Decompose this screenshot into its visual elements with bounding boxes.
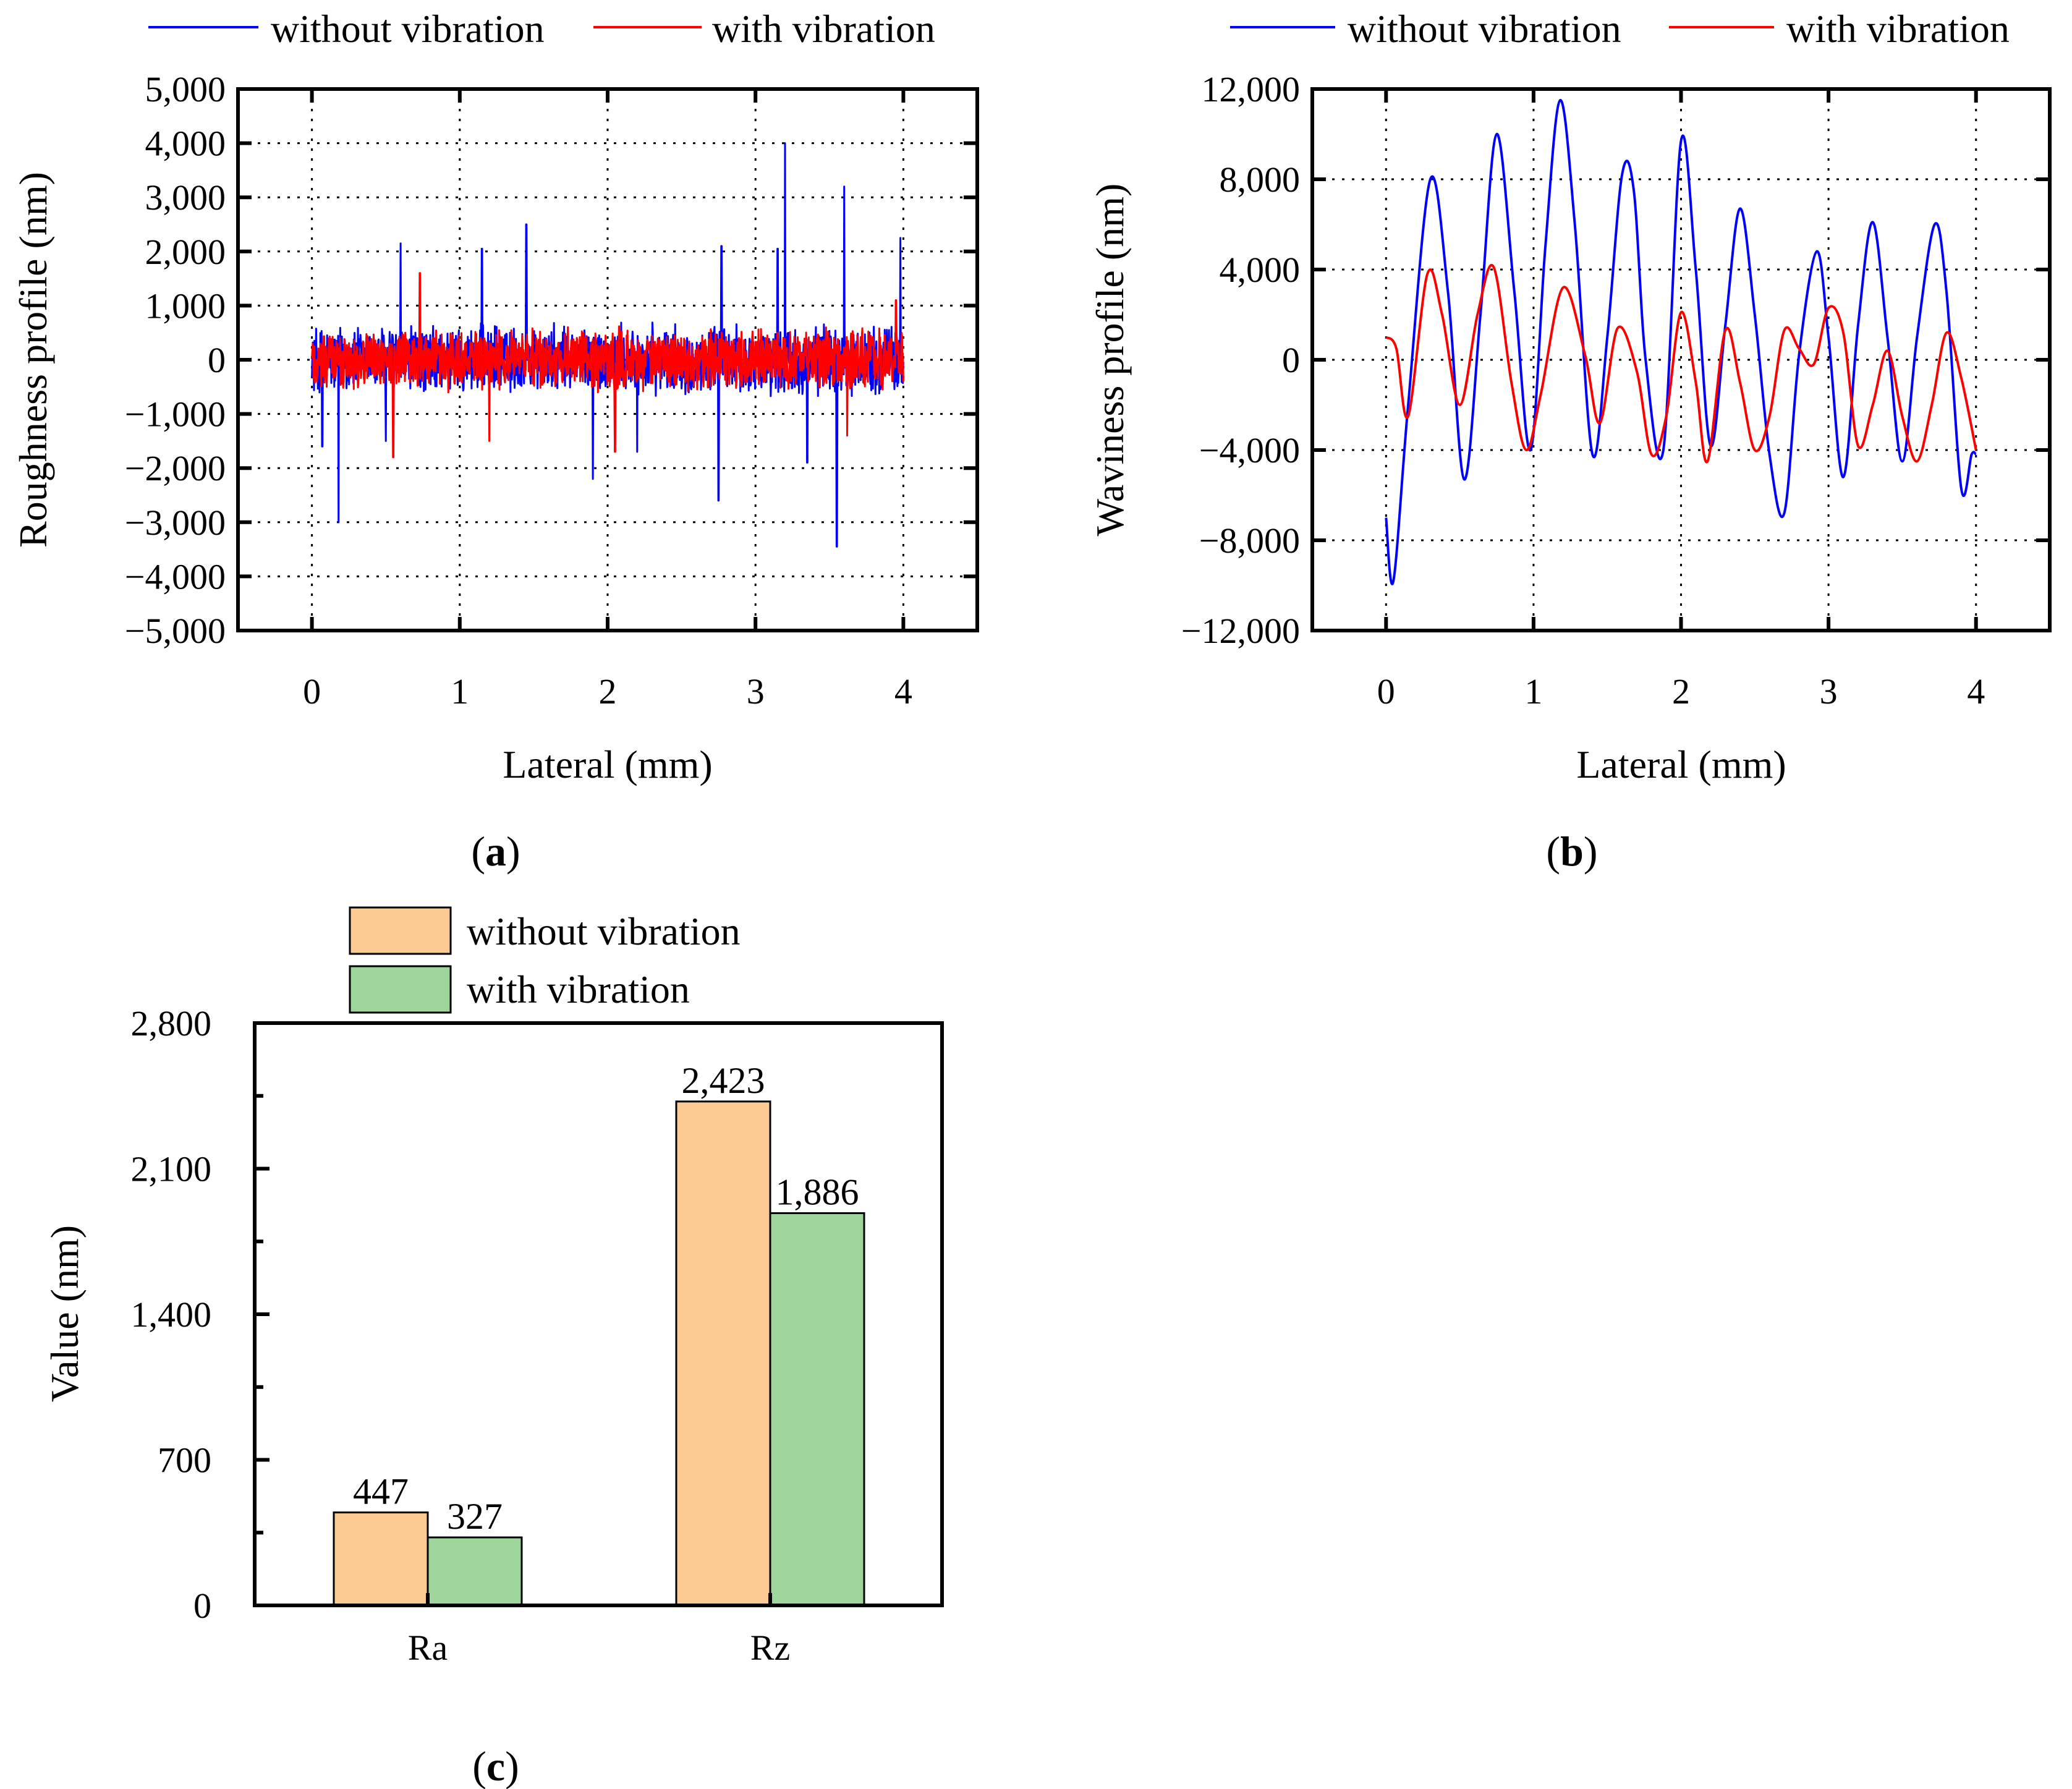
x-tick-label: 2	[599, 671, 617, 712]
bar-ra-without-vibration	[333, 1511, 429, 1607]
y-tick-label: 2,800	[131, 1003, 212, 1043]
bar-value-label: 2,423	[682, 1060, 765, 1101]
x-axis-label-b: Lateral (mm)	[1576, 742, 1786, 786]
roughness-chart: without vibration with vibration 0 1 2 3 4 5,…	[11, 7, 979, 875]
bar-rz-without-vibration	[675, 1100, 771, 1607]
legend-swatch-with-vibration-c	[349, 965, 452, 1014]
roughness-parameters-bar-chart: without vibration with vibration 447 327 2…	[43, 906, 944, 1789]
y-tick-label: 5,000	[145, 69, 226, 109]
waviness-chart: without vibration with vibration 0 1 2 3 4 12…	[1088, 7, 2052, 875]
x-tick-label: 4	[894, 671, 912, 712]
x-tick-label: 0	[303, 671, 321, 712]
panel-letter-a: a	[485, 828, 506, 875]
x-tick-label-ra: Ra	[408, 1628, 448, 1668]
y-tick-label: −5,000	[125, 611, 226, 651]
legend-label-without-vibration-a: without vibration	[271, 7, 545, 51]
waviness-series-with-vibration	[1385, 264, 1977, 464]
y-axis-label-b: Waviness profile (nm)	[1088, 184, 1132, 537]
bar-ra-with-vibration	[427, 1536, 523, 1607]
y-tick-label: 12,000	[1202, 69, 1301, 109]
roughness-series-with-vibration	[311, 272, 904, 459]
legend-swatch-without-vibration-c	[349, 906, 452, 955]
legend-label-without-vibration-b: without vibration	[1348, 7, 1621, 51]
y-tick-label: 0	[208, 340, 226, 380]
y-tick-label: 3,000	[145, 177, 226, 218]
y-tick-label: −4,000	[125, 556, 226, 597]
y-tick-label: 8,000	[1220, 159, 1301, 200]
x-tick-label: 0	[1377, 671, 1395, 712]
legend-label-with-vibration-a: with vibration	[712, 7, 935, 51]
y-axis-label-a: Roughness profile (nm)	[11, 172, 55, 548]
y-tick-label: 0	[1282, 340, 1300, 380]
panel-caption-a: (a)	[471, 828, 520, 875]
y-tick-label: 2,000	[145, 232, 226, 272]
panel-caption-b: (b)	[1546, 828, 1597, 875]
legend-label-with-vibration-c: with vibration	[467, 967, 690, 1011]
y-tick-label: −8,000	[1199, 521, 1300, 561]
bar-value-label: 327	[447, 1496, 503, 1537]
x-tick-label: 1	[451, 671, 469, 712]
panel-caption-c: (c)	[472, 1743, 519, 1789]
y-tick-label: −1,000	[125, 394, 226, 435]
y-tick-label: 2,100	[131, 1149, 212, 1189]
x-tick-label-rz: Rz	[750, 1628, 790, 1668]
y-tick-label: 700	[158, 1440, 211, 1481]
legend-label-without-vibration-c: without vibration	[467, 909, 741, 953]
legend-label-with-vibration-b: with vibration	[1786, 7, 2010, 51]
x-tick-label: 3	[747, 671, 765, 712]
x-axis-label-a: Lateral (mm)	[503, 742, 712, 786]
x-tick-label: 4	[1967, 671, 1985, 712]
y-tick-label: −3,000	[125, 503, 226, 543]
panel-letter-c: c	[486, 1743, 505, 1789]
y-tick-label: 1,000	[145, 286, 226, 326]
x-tick-label: 1	[1524, 671, 1542, 712]
x-tick-label: 2	[1672, 671, 1690, 712]
bar-value-label: 447	[353, 1471, 409, 1512]
y-tick-label: −2,000	[125, 448, 226, 488]
y-tick-label: −12,000	[1181, 611, 1300, 651]
y-axis-label-c: Value (nm)	[43, 1225, 87, 1402]
bar-value-label: 1,886	[776, 1171, 859, 1212]
y-tick-label: 4,000	[145, 124, 226, 164]
y-tick-label: −4,000	[1199, 430, 1300, 470]
y-tick-label: 1,400	[131, 1294, 212, 1335]
y-tick-label: 0	[193, 1586, 211, 1626]
bar-rz-with-vibration	[769, 1212, 865, 1607]
panel-letter-b: b	[1560, 828, 1584, 875]
y-tick-label: 4,000	[1220, 250, 1301, 290]
x-tick-label: 3	[1820, 671, 1838, 712]
waviness-series-without-vibration	[1385, 99, 1977, 585]
